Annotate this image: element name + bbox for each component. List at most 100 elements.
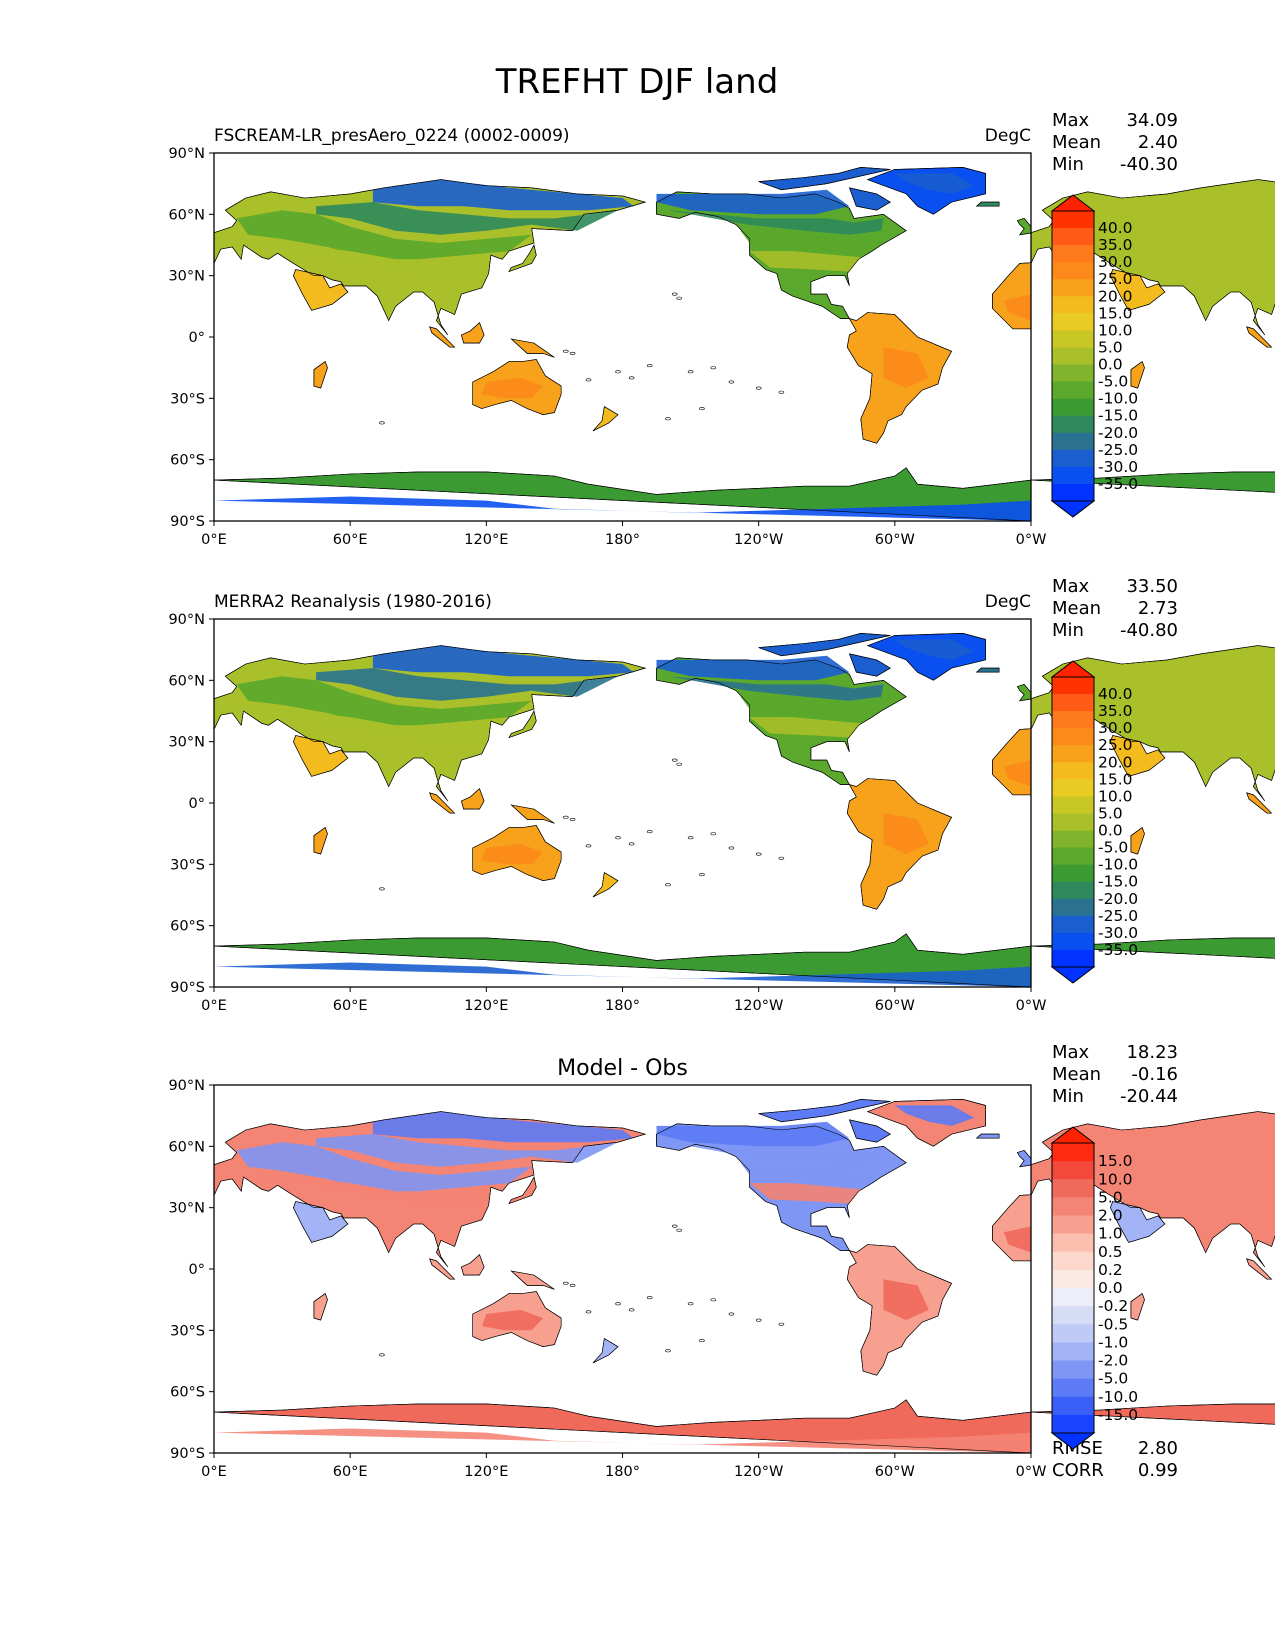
island-outline (676, 296, 683, 300)
colorbar-swatch (1052, 296, 1094, 314)
colorbar-swatch (1052, 915, 1094, 934)
island-outline (699, 407, 705, 411)
colorbar-swatch (1052, 1396, 1094, 1416)
eurasia-coastline (214, 645, 647, 802)
colorbar-swatch (1052, 1143, 1094, 1162)
colorbar-label: -0.2 (1098, 1297, 1128, 1315)
colorbar-label: 0.0 (1098, 822, 1123, 840)
nz-coastline (592, 1338, 619, 1364)
baffin-coastline (848, 653, 891, 677)
stat-label-min: Min (1052, 1086, 1084, 1107)
lat-tick-label: 90°N (168, 146, 205, 162)
eurasia-coastline (214, 179, 647, 336)
coastlines (214, 166, 1275, 521)
baffin-coastline (848, 187, 891, 211)
greenland-coastline (866, 632, 986, 681)
zone-frigid (894, 639, 975, 660)
stat-value-max: 34.09 (1126, 110, 1178, 131)
island-outline (379, 421, 385, 425)
colorbar-swatch (1052, 779, 1094, 798)
panel-center-title: Model - Obs (557, 1056, 688, 1081)
colorbar-label: 0.0 (1098, 1279, 1123, 1297)
island-outline (687, 1302, 694, 1306)
colorbar-swatch (1052, 211, 1094, 229)
colorbar-label: -15.0 (1098, 1406, 1138, 1424)
lon-tick-label: 120°W (734, 532, 783, 548)
colorbar-swatch (1052, 466, 1094, 485)
panel-units: DegC (985, 126, 1031, 146)
zone-frigid (372, 1111, 634, 1143)
eurasia-coastline-wrap (1031, 645, 1275, 802)
colorbar-swatch (1052, 949, 1094, 968)
colorbar-label: -30.0 (1098, 458, 1138, 476)
colorbar-label: -5.0 (1098, 1370, 1128, 1388)
stat-value-max: 18.23 (1126, 1042, 1178, 1063)
colorbar-swatch (1052, 415, 1094, 434)
colorbar-swatch (1052, 1288, 1094, 1307)
madagascar-landmass-wrap (1130, 1293, 1145, 1321)
colorbar-extend-bottom (1050, 966, 1096, 984)
colorbar-label: 0.0 (1098, 356, 1123, 374)
zone-tropics_hot (1003, 1226, 1031, 1253)
colorbar-label: -20.0 (1098, 890, 1138, 908)
uk-coastline (1016, 1150, 1031, 1168)
lon-tick-label: 0°W (1016, 532, 1047, 548)
colorbar-swatch (1052, 813, 1094, 832)
colorbar-swatch (1052, 1161, 1094, 1180)
zone-tropics_hot (481, 1309, 544, 1331)
colorbar-swatch (1052, 847, 1094, 866)
panels: 90°N 60°N 30°N 0° 30°S 60°S 90°S 0°E 60°E 120°E 18… (168, 110, 1275, 1481)
zone-cold (316, 1134, 618, 1167)
island-outline (562, 1281, 569, 1285)
colorbar-swatch (1052, 762, 1094, 780)
island-outline (671, 1224, 678, 1228)
colorbar-swatch (1052, 830, 1094, 849)
madagascar-coastline (313, 1293, 328, 1321)
temperature-zones (214, 639, 1031, 987)
lat-tick-label: 60°S (170, 453, 205, 469)
colorbar-swatch (1052, 1324, 1094, 1343)
colorbar-swatch (1052, 711, 1094, 729)
stat-label-mean: Mean (1052, 1064, 1101, 1085)
australia-coastline (472, 825, 562, 882)
uk-coastline (1016, 218, 1031, 236)
zone-antarctic_interior (214, 1428, 1031, 1453)
colorbar-label: 10.0 (1098, 1170, 1133, 1188)
colorbar-label: 15.0 (1098, 770, 1133, 788)
lat-tick-label: 30°N (168, 735, 205, 751)
lat-tick-label: 60°N (168, 1139, 205, 1155)
zone-tropics_hot (883, 347, 929, 389)
japan-coastline (508, 244, 537, 273)
zone-midlat (214, 709, 491, 742)
colorbar-swatch (1052, 932, 1094, 951)
panel-units: DegC (985, 592, 1031, 612)
colorbar-swatch (1052, 796, 1094, 815)
island-outline (671, 758, 678, 762)
colorbar-label: 15.0 (1098, 304, 1133, 322)
colorbar-label: -10.0 (1098, 856, 1138, 874)
stat-label-mean: Mean (1052, 598, 1101, 619)
colorbar-label: 5.0 (1098, 339, 1123, 357)
australia-coastline (472, 1291, 562, 1348)
zone-frigid (656, 1121, 850, 1147)
colorbar-swatch (1052, 228, 1094, 246)
eurasia-landmass-wrap (1031, 645, 1275, 802)
antarctica-coastline-wrap (1031, 471, 1275, 493)
panel-ref: 90°N 60°N 30°N 0° 30°S 60°S 90°S 0°E 60°E 120°E 18… (168, 576, 1275, 1014)
zone-cool (740, 1162, 882, 1184)
colorbar-label: -35.0 (1098, 475, 1138, 493)
colorbar-label: -10.0 (1098, 1388, 1138, 1406)
island-outline (778, 856, 785, 860)
island-outline (585, 1310, 592, 1314)
borneo-coastline (461, 322, 485, 344)
island-outline (646, 364, 653, 368)
lon-tick-label: 60°E (333, 998, 368, 1014)
island-outline (585, 378, 592, 382)
colorbar: 40.035.030.025.020.015.010.05.00.0-5.0-1… (1050, 660, 1138, 984)
island-outline (646, 830, 653, 834)
antarctica-coastline (214, 933, 1031, 987)
colorbar-swatch (1052, 1306, 1094, 1325)
japan-coastline (508, 710, 537, 739)
lat-tick-label: 0° (189, 330, 205, 346)
